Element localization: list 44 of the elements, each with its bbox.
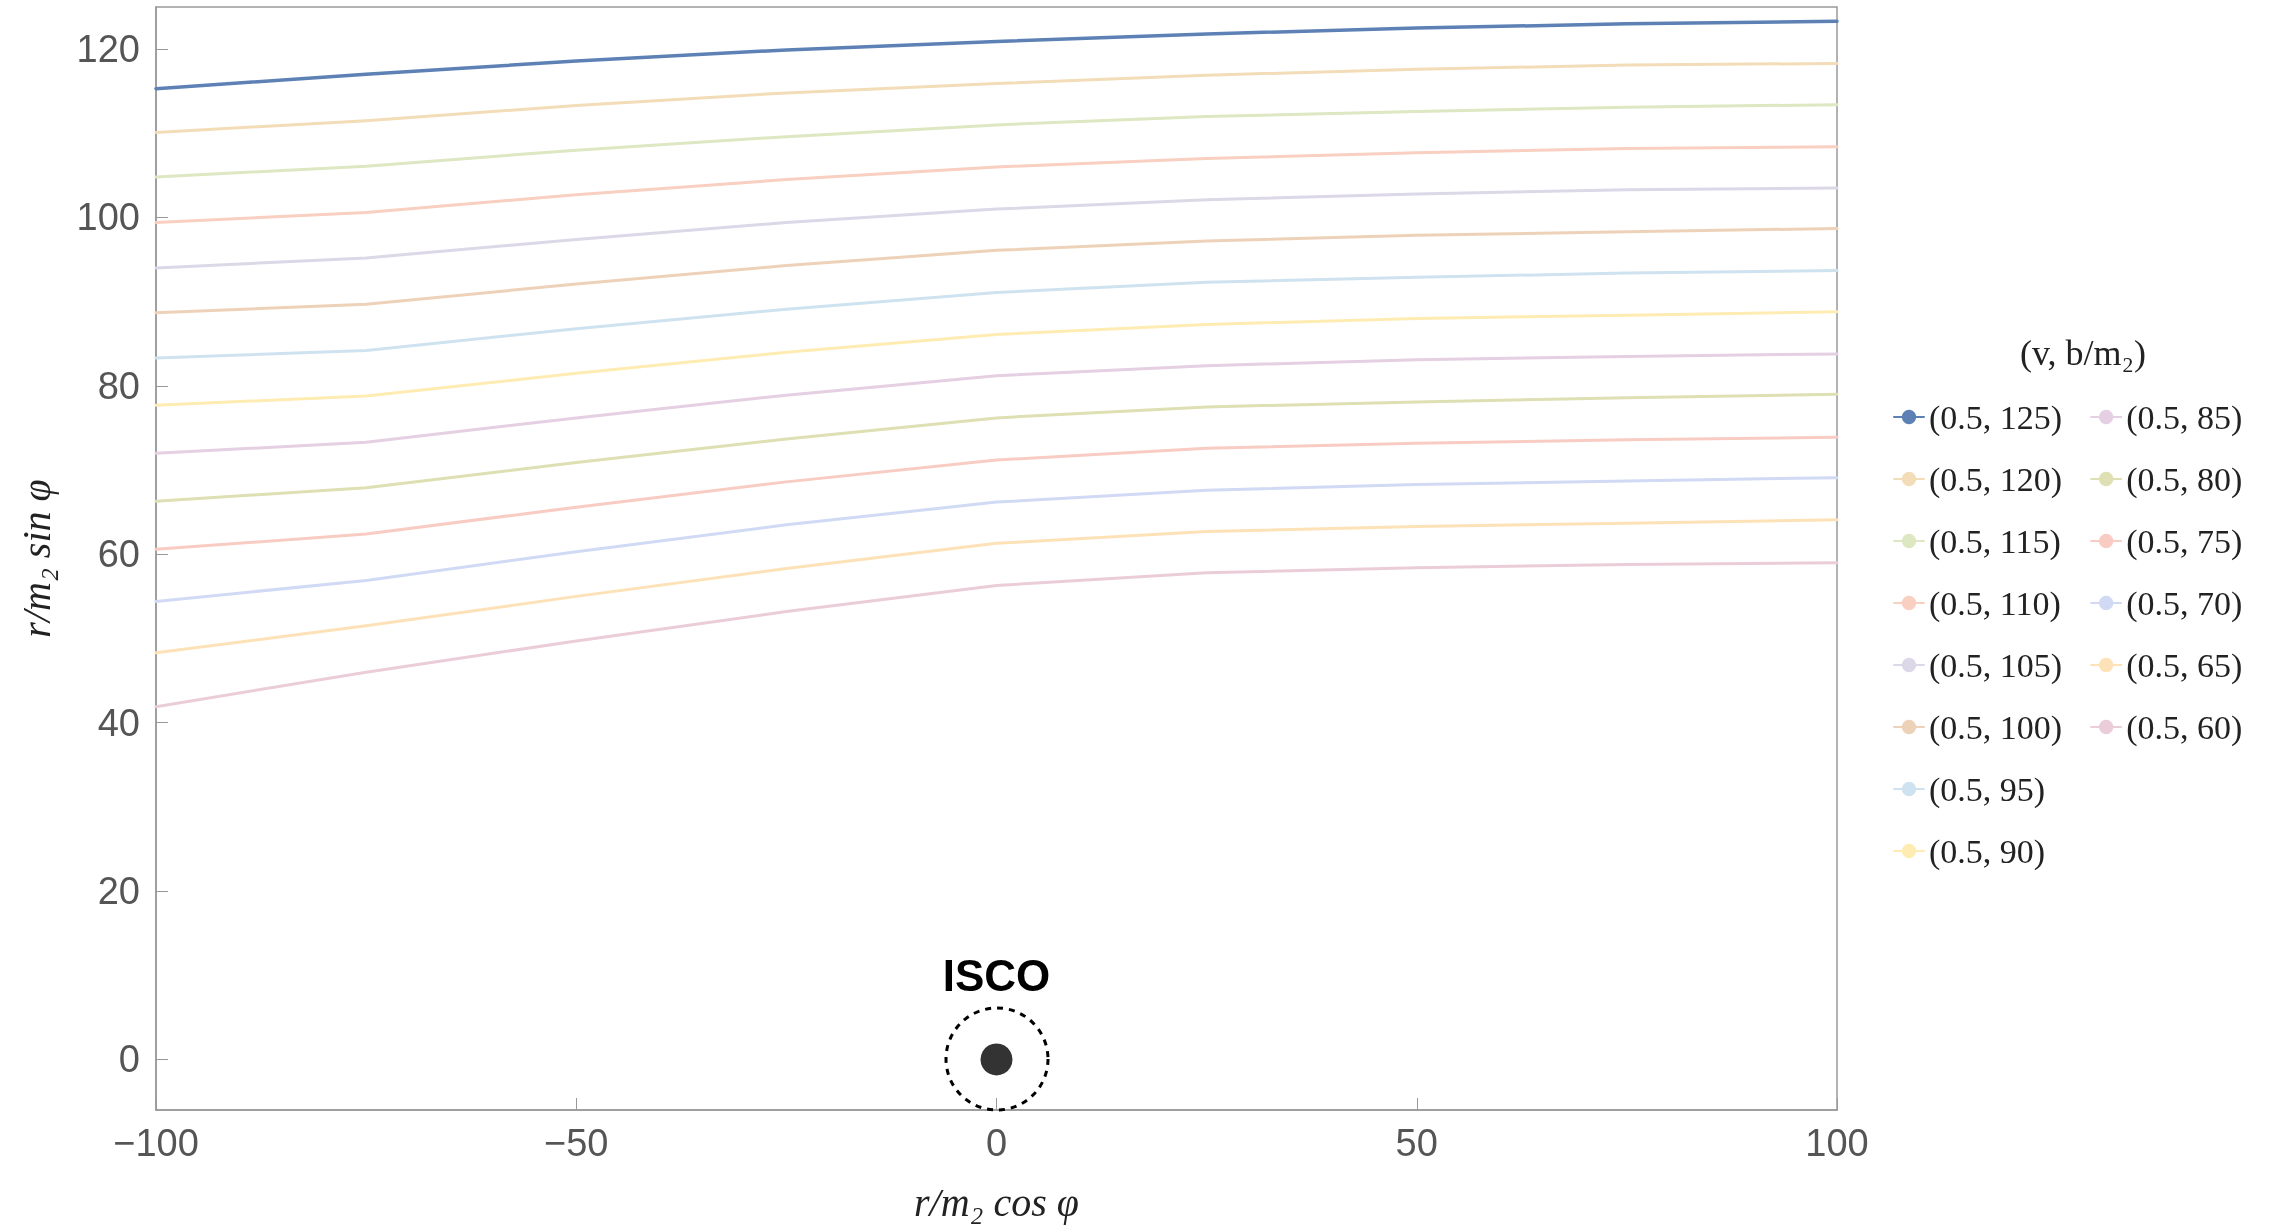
legend-title: (v, b/m₂): [2019, 333, 2147, 373]
legend-label: (0.5, 75): [2126, 522, 2243, 561]
y-tick-label: 80: [97, 364, 140, 407]
legend-label: (0.5, 115): [1929, 522, 2061, 561]
line-series: [154, 145, 1839, 225]
legend-label: (0.5, 105): [1929, 646, 2063, 685]
line-series: [154, 435, 1839, 551]
line-series: [154, 186, 1839, 270]
line-series: [154, 19, 1839, 91]
x-tick-label: 0: [985, 1122, 1008, 1164]
legend-label: (0.5, 65): [2126, 646, 2243, 685]
y-tick-label: 20: [97, 870, 140, 913]
line-series: [154, 352, 1839, 455]
legend-label: (0.5, 120): [1929, 460, 2063, 499]
line-series: [154, 226, 1839, 315]
x-axis-title: r/m₂ cos φ: [914, 1179, 1079, 1225]
line-series: [154, 518, 1839, 655]
line-series: [154, 269, 1839, 360]
annotation: ISCO: [942, 950, 1051, 1000]
y-axis-title: r/m₂ sin φ: [13, 479, 59, 638]
legend-label: (0.5, 80): [2126, 460, 2243, 499]
legend-label: (0.5, 100): [1929, 708, 2063, 747]
line-series: [154, 103, 1839, 179]
y-tick-label: 0: [118, 1038, 140, 1081]
x-tick-label: −50: [544, 1122, 609, 1164]
legend-label: (0.5, 125): [1929, 398, 2063, 437]
legend-label: (0.5, 95): [1929, 770, 2046, 809]
y-tick-label: 60: [97, 533, 140, 576]
x-tick-label: 50: [1395, 1122, 1438, 1164]
legend-label: (0.5, 60): [2126, 708, 2243, 747]
line-series: [154, 310, 1839, 407]
x-tick-label: −100: [113, 1122, 199, 1164]
line-series: [154, 476, 1839, 603]
line-series: [154, 61, 1839, 134]
x-tick-label: 100: [1805, 1122, 1869, 1164]
legend-label: (0.5, 110): [1929, 584, 2061, 623]
line-series: [154, 561, 1839, 709]
legend-label: (0.5, 85): [2126, 398, 2243, 437]
legend-label: (0.5, 70): [2126, 584, 2243, 623]
y-tick-label: 100: [76, 196, 140, 239]
y-tick-label: 120: [76, 28, 140, 71]
legend-label: (0.5, 90): [1929, 832, 2046, 871]
line-series: [154, 392, 1839, 503]
y-tick-label: 40: [97, 701, 140, 744]
